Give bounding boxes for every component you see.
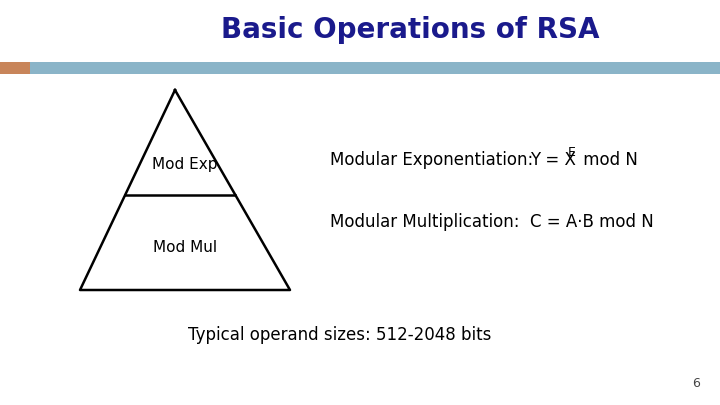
Text: Modular Exponentiation:: Modular Exponentiation: bbox=[330, 151, 534, 169]
Text: E: E bbox=[568, 147, 576, 160]
Text: Mod Mul: Mod Mul bbox=[153, 241, 217, 256]
Text: mod N: mod N bbox=[578, 151, 638, 169]
Text: C = A·B mod N: C = A·B mod N bbox=[530, 213, 654, 231]
Bar bbox=[0, 62, 30, 74]
Bar bbox=[0, 62, 720, 74]
Text: 6: 6 bbox=[692, 377, 700, 390]
Text: Modular Multiplication:: Modular Multiplication: bbox=[330, 213, 520, 231]
Text: Typical operand sizes: 512-2048 bits: Typical operand sizes: 512-2048 bits bbox=[189, 326, 492, 344]
Text: Y = X: Y = X bbox=[530, 151, 576, 169]
Text: Mod Exp: Mod Exp bbox=[152, 158, 217, 173]
Text: Basic Operations of RSA: Basic Operations of RSA bbox=[221, 16, 600, 44]
